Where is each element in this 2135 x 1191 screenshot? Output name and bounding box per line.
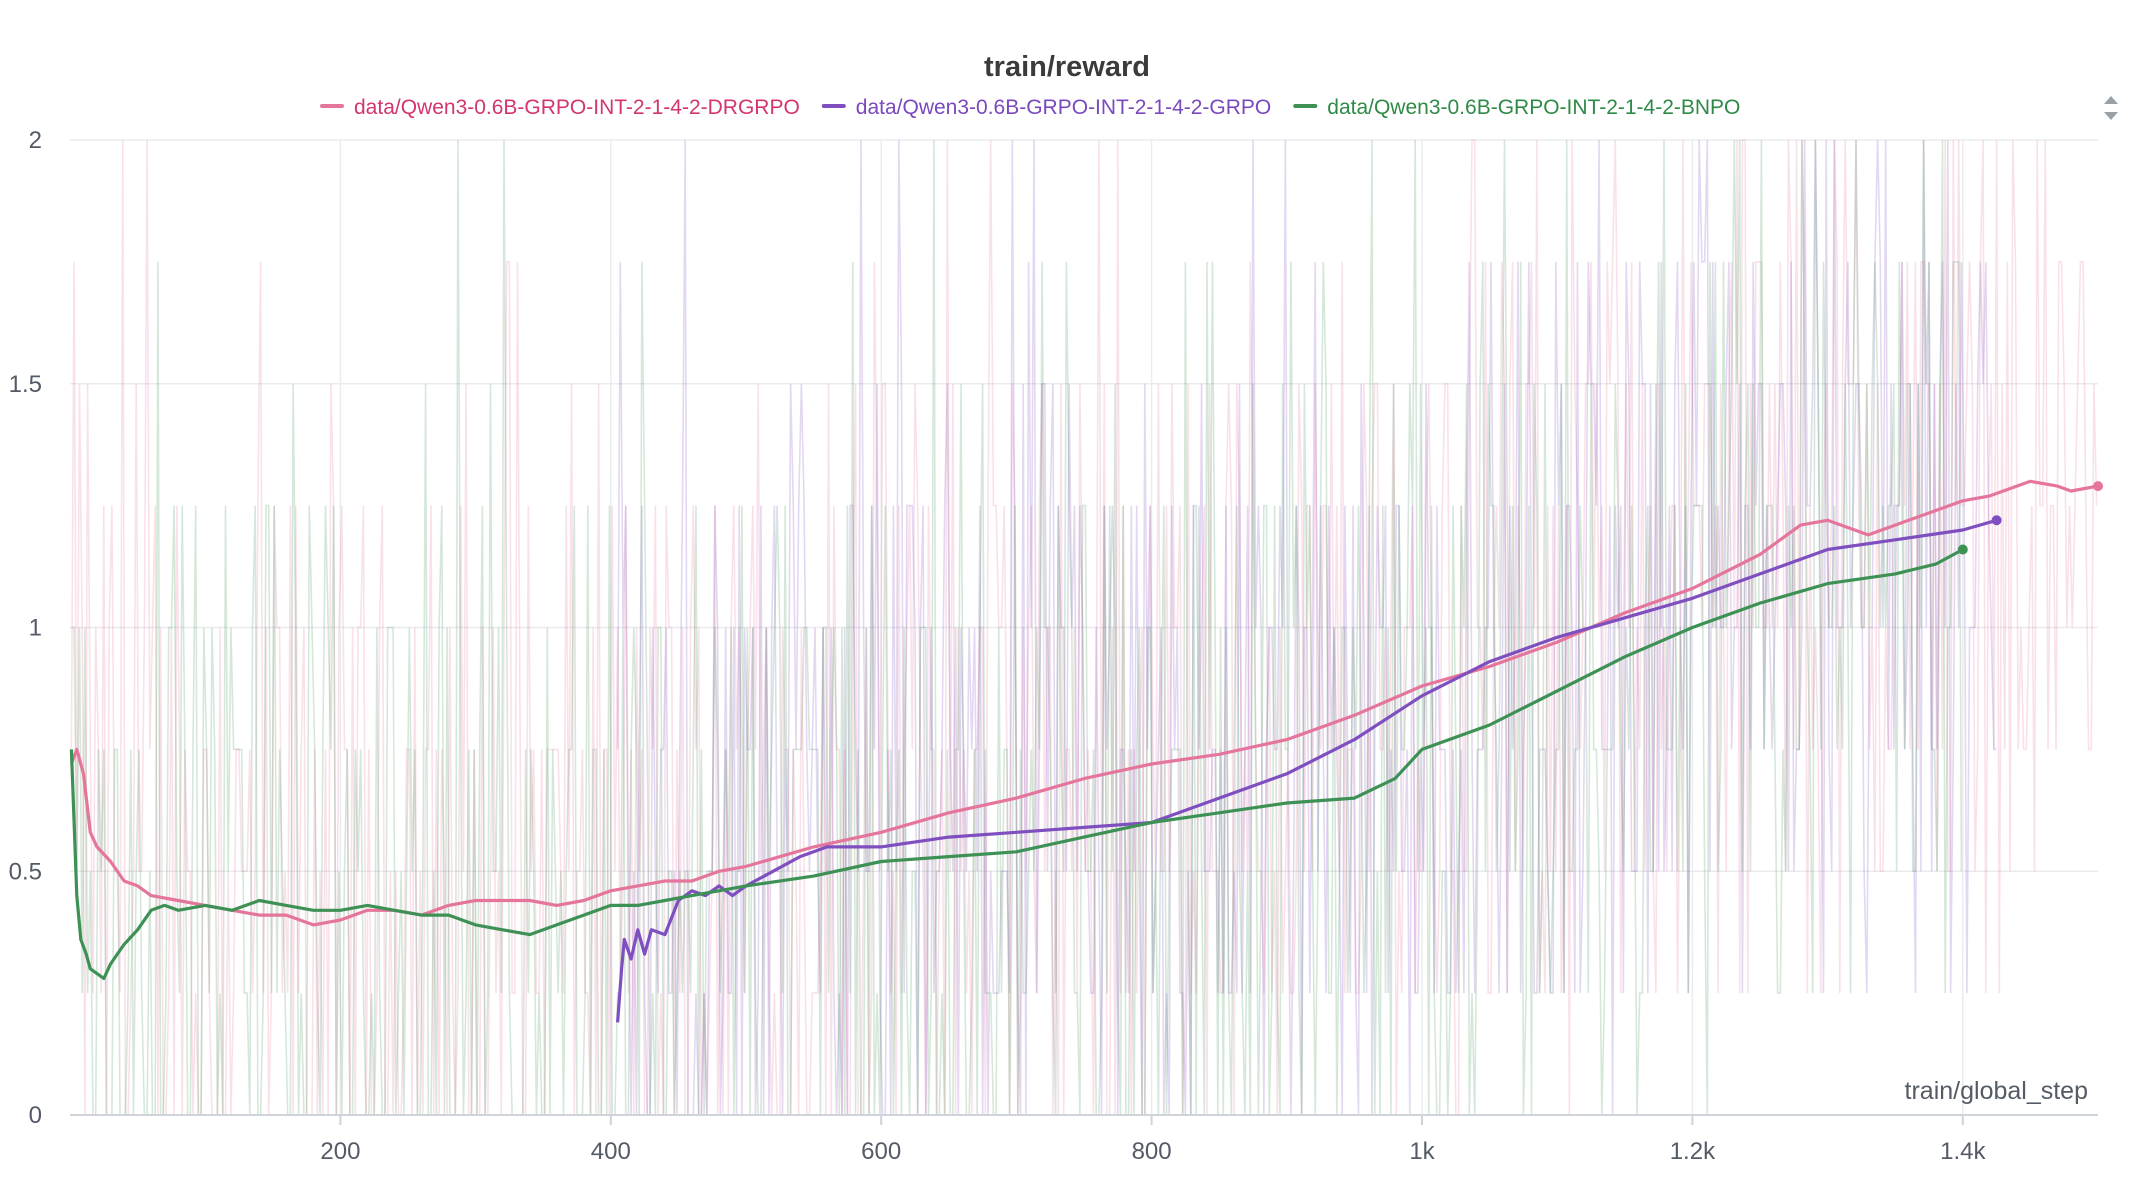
chevron-up-icon[interactable]	[2104, 96, 2118, 104]
x-tick-label: 400	[591, 1138, 631, 1165]
y-tick-label: 1	[29, 615, 42, 642]
series-line[interactable]	[69, 479, 2099, 927]
legend[interactable]: data/Qwen3-0.6B-GRPO-INT-2-1-4-2-DRGRPO d…	[320, 96, 1740, 119]
x-tick-label: 200	[320, 1138, 360, 1165]
series-endpoint[interactable]	[2093, 481, 2103, 492]
series-line[interactable]	[616, 518, 1998, 1023]
x-tick-label: 1k	[1409, 1138, 1435, 1165]
x-axis-label: train/global_step	[1905, 1077, 2088, 1105]
y-tick-label: 2	[29, 127, 42, 154]
y-tick-label: 1.5	[9, 371, 42, 398]
series-endpoint[interactable]	[1991, 515, 2002, 526]
y-tick-label: 0.5	[9, 858, 42, 885]
x-tick-label: 600	[861, 1138, 901, 1165]
raw-series-trace	[70, 139, 2098, 1116]
series-line[interactable]	[69, 548, 1964, 981]
series-endpoint[interactable]	[1957, 544, 1968, 555]
legend-label: data/Qwen3-0.6B-GRPO-INT-2-1-4-2-BNPO	[1327, 96, 1740, 119]
raw-series-trace	[71, 139, 1963, 1116]
x-tick-label: 1.4k	[1940, 1138, 1986, 1165]
x-tick-label: 800	[1132, 1138, 1172, 1165]
smoothed-series	[69, 479, 2103, 1023]
x-tick-label: 1.2k	[1670, 1138, 1716, 1165]
chevron-down-icon[interactable]	[2104, 112, 2118, 120]
legend-item[interactable]: data/Qwen3-0.6B-GRPO-INT-2-1-4-2-GRPO	[821, 96, 1271, 119]
chart-title: train/reward	[984, 51, 1150, 83]
y-tick-label: 0	[29, 1102, 42, 1129]
axes: 0 0.5 1 1.5 2 200 400 600 800 1k 1.2k 1.4k	[9, 127, 2098, 1165]
legend-item[interactable]: data/Qwen3-0.6B-GRPO-INT-2-1-4-2-BNPO	[1293, 96, 1740, 119]
legend-scroll-control[interactable]	[2104, 96, 2118, 120]
legend-label: data/Qwen3-0.6B-GRPO-INT-2-1-4-2-GRPO	[856, 96, 1271, 119]
legend-item[interactable]: data/Qwen3-0.6B-GRPO-INT-2-1-4-2-DRGRPO	[320, 96, 800, 119]
legend-label: data/Qwen3-0.6B-GRPO-INT-2-1-4-2-DRGRPO	[354, 96, 800, 119]
